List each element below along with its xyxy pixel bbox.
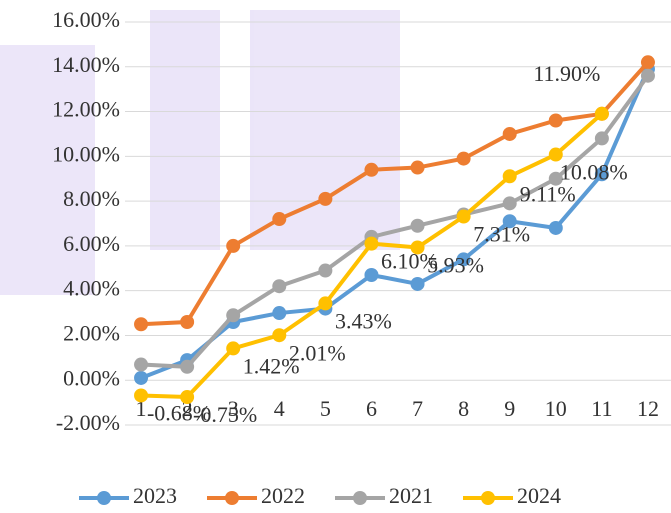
point [548,220,563,235]
point [272,212,287,227]
point [318,296,333,311]
point [640,55,655,70]
legend-label: 2023 [133,483,177,508]
point [134,317,149,332]
y-tick-label: 0.00% [63,365,120,390]
point [548,147,563,162]
point [410,218,425,233]
series-line [140,68,650,380]
point [318,263,333,278]
y-tick-label: 12.00% [52,97,120,122]
point [226,238,241,253]
point [548,171,563,186]
legend-marker [481,491,495,505]
data-label: -0.75% [193,402,257,427]
point [134,370,149,385]
point [502,126,517,141]
y-tick-label: 16.00% [52,7,120,32]
point [318,191,333,206]
x-tick-label: 9 [504,396,515,421]
x-tick-label: 4 [274,396,285,421]
legend-marker [97,491,111,505]
legend-marker [225,491,239,505]
x-tick-label: 10 [545,396,567,421]
data-label: 1.42% [243,353,300,378]
legend-marker [353,491,367,505]
point [502,196,517,211]
point [272,306,287,321]
watermark [0,10,400,295]
x-tick-label: 12 [637,396,659,421]
x-tick-label: 3 [228,396,239,421]
x-tick-label: 6 [366,396,377,421]
point [226,308,241,323]
y-tick-label: 14.00% [52,52,120,77]
y-tick-label: 6.00% [63,231,120,256]
data-label: 3.43% [335,308,392,333]
point [364,236,379,251]
point [272,328,287,343]
point [180,315,195,330]
point [502,169,517,184]
data-label: 5.93% [427,253,484,278]
data-label: 11.90% [533,61,600,86]
point [594,167,609,182]
data-label: 10.08% [560,160,628,185]
point [134,357,149,372]
data-label: 2.01% [289,340,346,365]
point [410,240,425,255]
point [594,131,609,146]
point [364,267,379,282]
point [364,162,379,177]
x-tick-label: 1 [136,396,147,421]
point [640,68,655,83]
legend-label: 2024 [517,483,561,508]
legend-label: 2022 [261,483,305,508]
x-tick-label: 8 [458,396,469,421]
y-tick-label: 4.00% [63,276,120,301]
point [410,276,425,291]
point [410,160,425,175]
point [180,359,195,374]
x-tick-label: 7 [412,396,423,421]
point [134,388,149,403]
point [594,106,609,121]
series-line [140,60,650,327]
point [226,341,241,356]
y-tick-label: 8.00% [63,186,120,211]
legend-label: 2021 [389,483,433,508]
data-label: 7.31% [473,222,530,247]
y-tick-label: 2.00% [63,320,120,345]
point [456,151,471,166]
series-line [140,74,650,369]
y-tick-label: -2.00% [56,410,120,435]
x-tick-label: 5 [320,396,331,421]
x-tick-label: 2 [182,396,193,421]
point [548,113,563,128]
data-label: 9.11% [520,181,576,206]
y-tick-label: 10.00% [52,141,120,166]
x-tick-label: 11 [591,396,612,421]
data-label: -0.68% [147,400,211,425]
data-label: 6.10% [381,249,438,274]
point [456,252,471,267]
point [502,214,517,229]
point [180,390,195,405]
point [272,279,287,294]
point [456,209,471,224]
